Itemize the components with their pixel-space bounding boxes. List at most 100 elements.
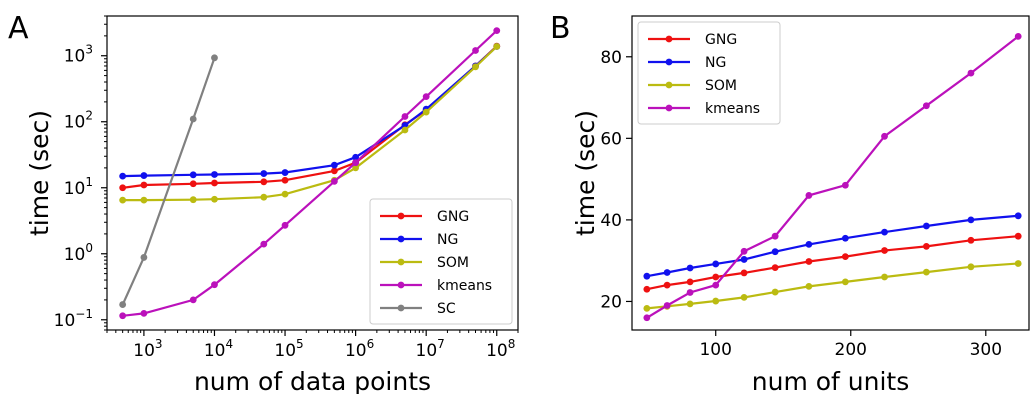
data-point-GNG xyxy=(643,285,651,293)
data-point-SOM xyxy=(643,304,651,312)
legend-label-NG: NG xyxy=(437,232,458,248)
data-point-SOM xyxy=(881,273,888,281)
x-tick-label-exp: 3 xyxy=(155,337,163,351)
x-tick-label-exp: 8 xyxy=(508,337,516,351)
x-tick-label-base: 10 xyxy=(204,341,226,361)
x-tick-label: 100 xyxy=(699,340,731,360)
x-tick-label: 200 xyxy=(835,340,867,360)
legend-marker-SOM xyxy=(397,258,405,266)
series-line-kmeans xyxy=(646,35,1019,319)
series-line-GNG xyxy=(122,45,498,189)
data-point-GNG xyxy=(189,180,197,188)
legend: GNG NG SOM kmeans xyxy=(637,21,781,125)
data-point-NG xyxy=(740,256,748,263)
data-point-kmeans xyxy=(422,93,430,101)
data-point-SOM xyxy=(841,278,849,286)
data-point-NG xyxy=(881,228,888,236)
legend-label-NG: NG xyxy=(705,55,726,71)
data-point-SOM xyxy=(922,268,930,276)
data-point-NG xyxy=(663,269,671,276)
data-point-kmeans xyxy=(771,232,779,240)
data-point-GNG xyxy=(922,243,930,250)
y-tick-label: 100 xyxy=(64,241,93,265)
y-axis-label: time (sec) xyxy=(571,110,600,236)
data-point-NG xyxy=(712,260,720,268)
data-point-kmeans xyxy=(472,47,479,54)
y-tick-label-base: 10 xyxy=(64,47,86,67)
data-point-SOM xyxy=(1014,260,1022,267)
y-axis-label: time (sec) xyxy=(25,110,54,236)
legend-marker-NG xyxy=(397,235,405,243)
data-point-GNG xyxy=(281,176,289,184)
series-line-kmeans xyxy=(122,29,498,317)
y-tick-label: 20 xyxy=(600,292,622,312)
data-point-GNG xyxy=(805,258,813,265)
data-point-kmeans xyxy=(841,181,849,189)
series-line-SC xyxy=(121,57,216,306)
data-point-kmeans xyxy=(740,247,748,255)
data-point-SOM xyxy=(422,108,430,116)
x-tick-label-base: 10 xyxy=(274,341,296,361)
data-point-NG xyxy=(841,234,849,242)
data-point-GNG xyxy=(211,179,218,187)
legend-label-SC: SC xyxy=(437,301,456,317)
data-point-kmeans xyxy=(401,113,409,120)
x-tick-label: 106 xyxy=(345,337,374,361)
panel-label-b: B xyxy=(550,11,571,46)
data-point-kmeans xyxy=(712,281,720,289)
data-point-SOM xyxy=(493,43,501,50)
plot-frame xyxy=(631,15,1030,331)
data-point-NG xyxy=(771,248,779,256)
data-point-kmeans xyxy=(330,177,338,185)
y-tick-label-base: 10 xyxy=(64,245,86,265)
data-point-SOM xyxy=(211,195,218,203)
data-point-NG xyxy=(119,172,127,180)
data-point-NG xyxy=(189,171,197,179)
data-point-kmeans xyxy=(211,281,218,289)
legend-label-GNG: GNG xyxy=(437,209,469,225)
series-line-NG xyxy=(646,214,1019,278)
data-point-kmeans xyxy=(140,309,148,317)
y-tick-label-exp: −1 xyxy=(75,307,93,321)
data-point-kmeans xyxy=(805,192,813,199)
y-tick-label-base: 10 xyxy=(54,311,76,331)
y-tick-label-base: 10 xyxy=(64,113,86,133)
data-point-GNG xyxy=(967,236,975,244)
x-tick-label-base: 10 xyxy=(345,341,367,361)
data-point-SOM xyxy=(401,126,409,134)
plot-frame xyxy=(106,15,519,331)
data-point-SOM xyxy=(967,263,975,271)
data-point-kmeans xyxy=(686,289,694,296)
data-point-SOM xyxy=(472,63,479,71)
data-point-GNG xyxy=(260,178,268,186)
data-point-GNG xyxy=(1014,232,1022,240)
y-tick-label: 103 xyxy=(64,43,93,67)
data-point-GNG xyxy=(712,273,720,281)
legend-marker-kmeans xyxy=(665,104,673,112)
legend-marker-kmeans xyxy=(397,281,405,289)
data-point-SOM xyxy=(260,193,268,201)
data-point-kmeans xyxy=(1014,32,1022,40)
data-point-NG xyxy=(140,172,148,179)
x-tick-label-base: 10 xyxy=(133,341,155,361)
x-tick-label-exp: 6 xyxy=(367,337,375,351)
data-point-SOM xyxy=(740,293,748,301)
data-point-GNG xyxy=(841,253,849,260)
data-point-SOM xyxy=(189,196,197,204)
legend-marker-GNG xyxy=(397,212,405,220)
data-point-NG xyxy=(922,222,930,230)
data-point-kmeans xyxy=(922,102,930,110)
data-point-NG xyxy=(211,171,218,178)
data-point-GNG xyxy=(771,264,779,272)
y-tick-label: 80 xyxy=(600,48,622,68)
data-point-NG xyxy=(643,272,651,280)
x-tick-label-exp: 4 xyxy=(225,337,233,351)
panel-label-a: A xyxy=(8,11,29,46)
data-point-kmeans xyxy=(881,132,888,140)
legend-label-SOM: SOM xyxy=(705,78,737,94)
data-point-kmeans xyxy=(260,240,268,248)
x-tick-label: 108 xyxy=(486,337,515,361)
x-tick-label-exp: 7 xyxy=(437,337,445,351)
y-tick-label-exp: 3 xyxy=(85,43,93,57)
data-point-GNG xyxy=(881,247,888,254)
